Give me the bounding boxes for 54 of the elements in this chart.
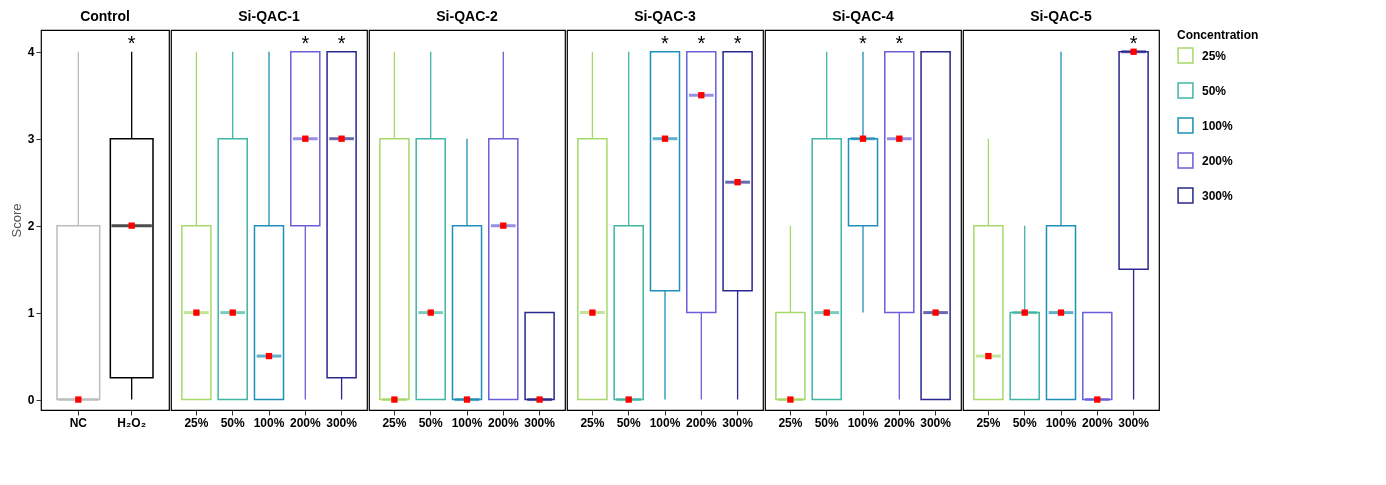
legend-label: 25% — [1202, 48, 1227, 63]
x-tick-label: 300% — [1118, 415, 1150, 430]
y-tick-label: 1 — [27, 306, 35, 321]
x-tick-label: 200% — [685, 415, 717, 430]
chart-title: Si-QAC-5 — [1030, 8, 1092, 24]
x-tick-label: 25% — [382, 415, 407, 430]
x-tick-label: 300% — [722, 415, 754, 430]
x-tick-label: 200% — [1081, 415, 1113, 430]
x-tick-label: 100% — [451, 415, 483, 430]
x-tick-label: 200% — [289, 415, 321, 430]
x-tick-label: 100% — [649, 415, 681, 430]
x-tick-label: 200% — [487, 415, 519, 430]
annotation: * — [301, 31, 310, 54]
chart-title: Si-QAC-4 — [832, 8, 894, 24]
x-tick-label: 300% — [524, 415, 556, 430]
x-tick-label: 100% — [847, 415, 879, 430]
annotation: * — [859, 31, 868, 54]
x-tick-label: 200% — [883, 415, 915, 430]
y-tick-label: 4 — [27, 45, 35, 60]
x-tick-label: 50% — [616, 415, 642, 430]
annotation: * — [661, 31, 670, 54]
x-tick-label: 50% — [418, 415, 444, 430]
legend-label: 300% — [1202, 188, 1234, 203]
x-tick-label: 25% — [976, 415, 1001, 430]
y-tick-label: 0 — [27, 393, 35, 408]
chart-title: Si-QAC-1 — [238, 8, 300, 24]
annotation: * — [697, 31, 706, 54]
x-tick-label: 300% — [326, 415, 358, 430]
x-tick-label: 50% — [220, 415, 246, 430]
x-tick-label: 300% — [920, 415, 952, 430]
annotation: * — [127, 31, 136, 54]
x-tick-label: 25% — [778, 415, 803, 430]
x-tick-label: NC — [69, 415, 88, 430]
annotation: * — [895, 31, 904, 54]
legend-title: Concentration — [1177, 28, 1259, 42]
chart-title: Si-QAC-3 — [634, 8, 696, 24]
y-axis-title: Score — [8, 203, 24, 238]
chart-title: Control — [80, 8, 130, 24]
legend-label: 200% — [1202, 153, 1234, 168]
x-tick-label: 50% — [1012, 415, 1038, 430]
x-tick-label: 25% — [184, 415, 209, 430]
annotation: * — [1129, 31, 1138, 54]
y-tick-label: 2 — [27, 219, 35, 234]
x-tick-label: H₂O₂ — [117, 415, 146, 430]
chart-title: Si-QAC-2 — [436, 8, 498, 24]
legend-label: 100% — [1202, 118, 1234, 133]
x-tick-label: 50% — [814, 415, 840, 430]
x-tick-label: 100% — [253, 415, 285, 430]
legend-label: 50% — [1202, 83, 1227, 98]
x-tick-label: 25% — [580, 415, 605, 430]
x-tick-label: 100% — [1045, 415, 1077, 430]
annotation: * — [337, 31, 346, 54]
annotation: * — [733, 31, 742, 54]
y-tick-label: 3 — [27, 132, 35, 147]
